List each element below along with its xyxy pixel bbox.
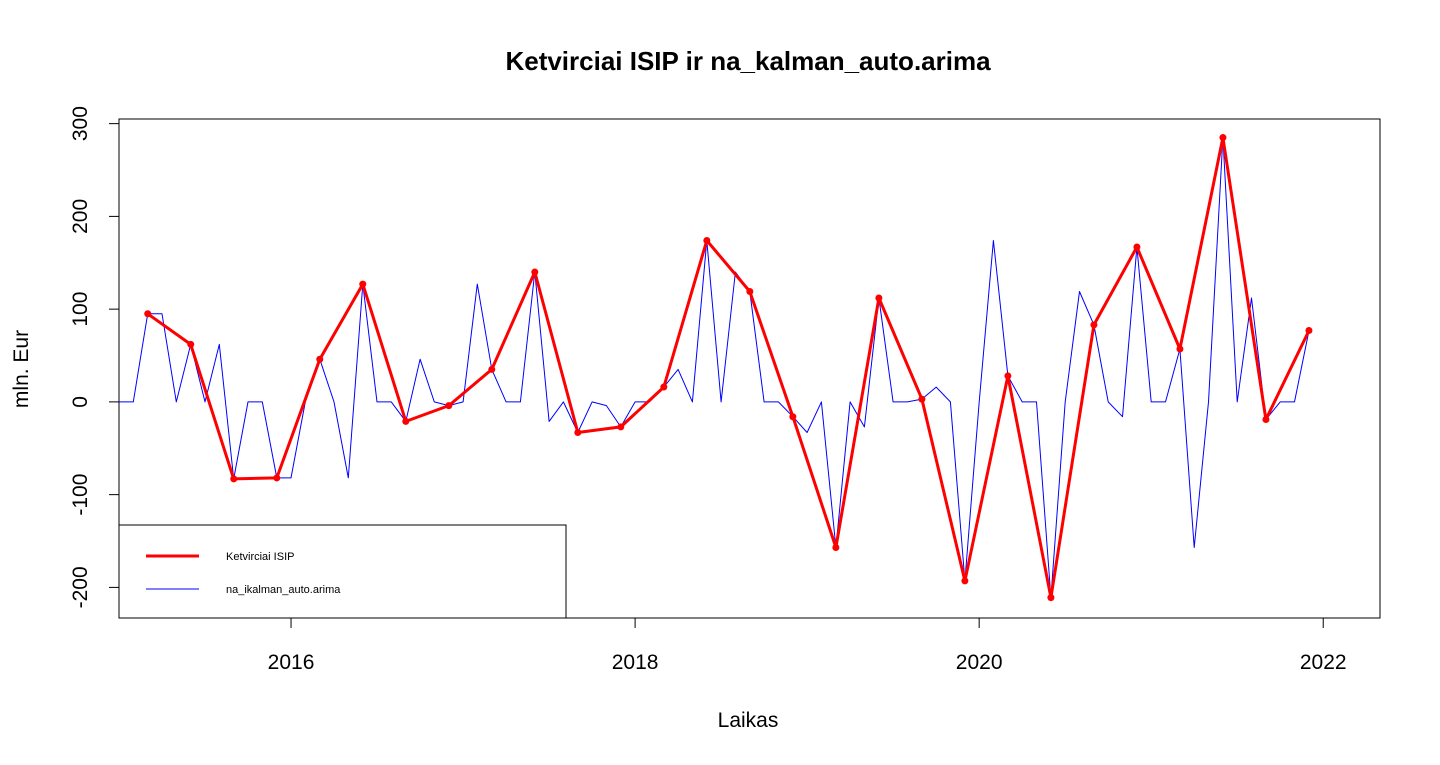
series-point <box>961 577 969 585</box>
series-point <box>531 268 539 276</box>
series-point <box>1090 321 1098 329</box>
y-tick-label: 200 <box>69 199 92 234</box>
x-tick-label: 2016 <box>268 651 315 674</box>
y-tick-label: -100 <box>69 474 92 516</box>
series-point <box>230 475 238 483</box>
legend-box <box>118 524 567 619</box>
series-point <box>488 365 496 373</box>
series-point <box>1219 134 1227 142</box>
series-point <box>617 423 625 431</box>
chart-title: Ketvirciai ISIP ir na_kalman_auto.arima <box>505 46 991 76</box>
y-axis: -200 -100 0 100 200 300 <box>69 106 119 608</box>
series-point <box>1262 416 1270 424</box>
series-point <box>1305 326 1313 334</box>
legend: Ketvirciai ISIP na_ikalman_auto.arima <box>118 524 567 619</box>
series-layer <box>119 134 1313 602</box>
x-tick-label: 2018 <box>612 651 659 674</box>
x-axis-label: Laikas <box>718 709 779 732</box>
series-point <box>1176 345 1184 353</box>
x-tick-label: 2022 <box>1300 651 1347 674</box>
y-tick-label: -200 <box>69 566 92 608</box>
series-point <box>1047 594 1055 602</box>
plot-frame <box>118 118 1381 619</box>
series-point <box>660 383 668 391</box>
x-axis: 2016 2018 2020 2022 <box>268 618 1347 674</box>
series-point <box>359 280 367 288</box>
series-point <box>918 395 926 403</box>
y-tick-label: 300 <box>69 106 92 141</box>
series-point <box>832 544 840 552</box>
series-point <box>875 294 883 302</box>
series-point <box>402 417 410 425</box>
series-point <box>574 428 582 436</box>
series-point <box>1004 372 1012 380</box>
y-axis-label: mln. Eur <box>10 330 33 408</box>
series-point <box>144 310 152 318</box>
series-point <box>187 340 195 348</box>
series-point <box>445 402 453 410</box>
series-point <box>746 288 754 296</box>
legend-label-ketvirciai-isip: Ketvirciai ISIP <box>226 551 294 563</box>
legend-label-na-ikalman-auto-arima: na_ikalman_auto.arima <box>226 584 341 596</box>
series-point <box>273 474 281 482</box>
x-tick-label: 2020 <box>956 651 1003 674</box>
y-tick-label: 100 <box>69 292 92 327</box>
series-line-ketvirciai-isip <box>146 136 1311 600</box>
series-point <box>316 355 324 363</box>
series-point <box>789 413 797 421</box>
series-point <box>703 237 711 245</box>
series-point <box>1133 243 1141 251</box>
y-tick-label: 0 <box>69 396 92 408</box>
